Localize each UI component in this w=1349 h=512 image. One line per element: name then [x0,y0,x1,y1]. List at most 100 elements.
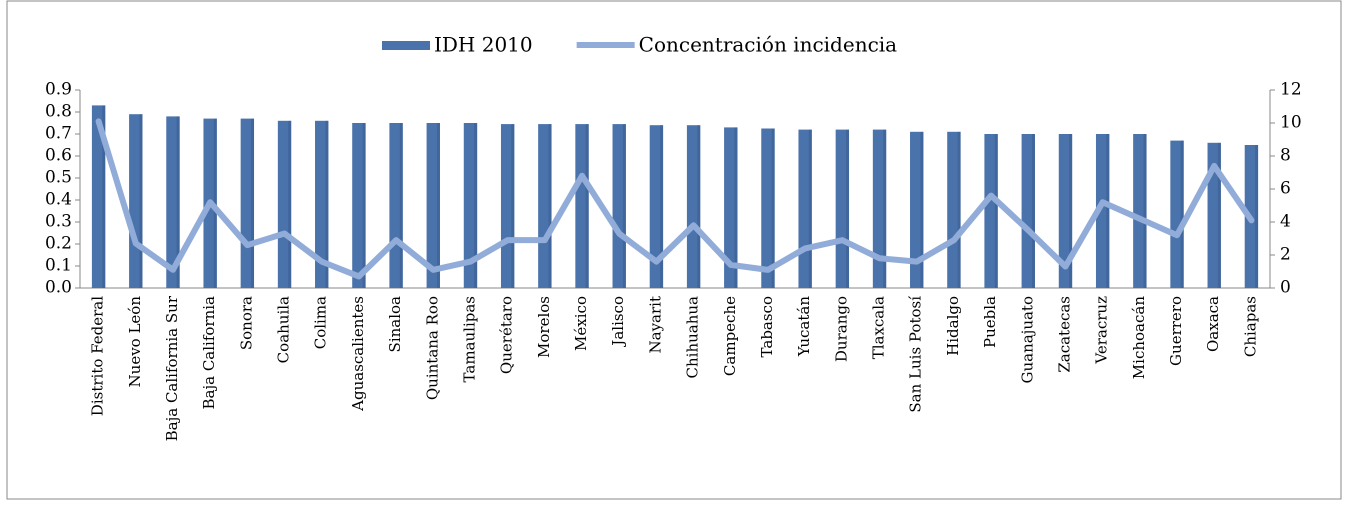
bar-shade [920,131,924,288]
x-tick-label: Distrito Federal [89,296,107,416]
bar-shade [697,125,701,288]
legend-swatch [382,41,430,50]
bar [1170,140,1184,288]
bar-shade [734,127,738,289]
bar-shade [213,118,217,288]
x-tick-label: Guerrero [1167,296,1185,366]
x-tick-label: Querétaro [498,296,516,374]
x-tick-label: Hidalgo [944,296,962,356]
bar-shade [994,134,998,288]
x-tick-label: Coahuila [275,296,293,363]
bar [463,123,478,288]
y-tick-label: 0.6 [45,146,72,166]
legend-label: IDH 2010 [434,33,533,57]
bar [872,129,887,288]
y-tick-label: 0.4 [45,190,72,210]
x-tick-label: Durango [832,296,850,362]
bar [315,120,329,288]
x-tick-label: Aguascalientes [349,296,367,412]
bar-shade [436,123,440,288]
bar [835,129,850,288]
chart-border [6,0,1342,500]
bar-shade [1255,145,1259,288]
bar [1058,134,1073,288]
x-tick-label: Guanajuato [1018,296,1036,384]
x-tick-label: Campeche [721,296,739,376]
bar [984,134,998,288]
y-tick-label: 0.7 [45,124,72,144]
x-tick-label: México [572,296,590,351]
y-tick-label: 0.1 [45,256,72,276]
bar [1021,134,1035,288]
bar-shade [474,123,478,288]
x-tick-label: Morelos [535,296,553,358]
x-tick-label: Yucatán [795,296,813,358]
bar [649,125,664,288]
bar-shade [585,124,589,288]
x-tick-label: Tabasco [758,296,776,357]
bar [686,125,701,288]
bar-shade [1069,134,1073,288]
y-tick-label: 0.0 [45,278,72,298]
x-tick-label: Baja California Sur [163,295,181,441]
bar [352,123,366,288]
y2-tick-label: 2 [1280,245,1291,265]
bar-shade [511,124,515,288]
bar-shade [883,129,887,288]
y2-tick-label: 10 [1280,113,1302,133]
x-tick-label: Chiapas [1241,296,1259,357]
y2-tick-label: 12 [1280,80,1302,100]
bar-shade [846,129,850,288]
x-tick-label: Puebla [981,296,999,348]
bar-shade [1217,142,1221,288]
bar-shade [399,123,403,288]
bar-shade [325,120,329,288]
bar [91,105,106,289]
bar [724,127,738,289]
x-tick-label: Sinaloa [386,296,404,353]
x-tick-label: Tamaulipas [460,296,478,382]
bar [1207,142,1221,288]
bar-shade [1106,134,1110,288]
y2-tick-label: 8 [1280,146,1291,166]
bar [500,124,515,288]
bar-shade [808,129,812,288]
y2-tick-label: 4 [1280,212,1291,232]
bar-shade [771,128,775,288]
x-tick-label: Veracruz [1093,296,1111,365]
line [95,118,1255,280]
x-tick-label: Zacatecas [1055,296,1073,373]
bar-shade [660,125,664,288]
bar [166,116,180,289]
y-tick-label: 0.2 [45,234,72,254]
bar [761,128,775,288]
x-tick-label: Oaxaca [1204,296,1222,352]
bar [277,120,292,288]
x-tick-label: Tlaxcala [870,296,888,359]
x-tick-label: Baja California [200,296,218,410]
x-tick-label: Sonora [237,296,255,350]
bar-shade [1143,134,1147,288]
bar-shade [957,131,961,288]
bar [538,124,552,288]
y2-tick-label: 0 [1280,278,1291,298]
bar [1095,134,1110,288]
x-tick-label: Michoacán [1130,296,1148,380]
bar-shade [102,105,106,289]
bar-shade [288,120,292,288]
x-tick-label: Nayarit [646,296,664,353]
y-tick-label: 0.9 [45,80,72,100]
y-tick-label: 0.8 [45,102,72,122]
x-tick-label: Quintana Roo [423,296,441,400]
bar-shade [1031,134,1035,288]
bar-shade [622,124,626,288]
bar-shade [1180,140,1184,288]
y2-tick-label: 6 [1280,179,1291,199]
bar-shade [139,114,143,288]
y-tick-label: 0.5 [45,168,72,188]
bar-shade [251,118,255,288]
bar [575,124,589,288]
x-tick-label: San Luis Potosí [907,296,925,413]
bar [1133,134,1147,288]
bar [910,131,924,288]
